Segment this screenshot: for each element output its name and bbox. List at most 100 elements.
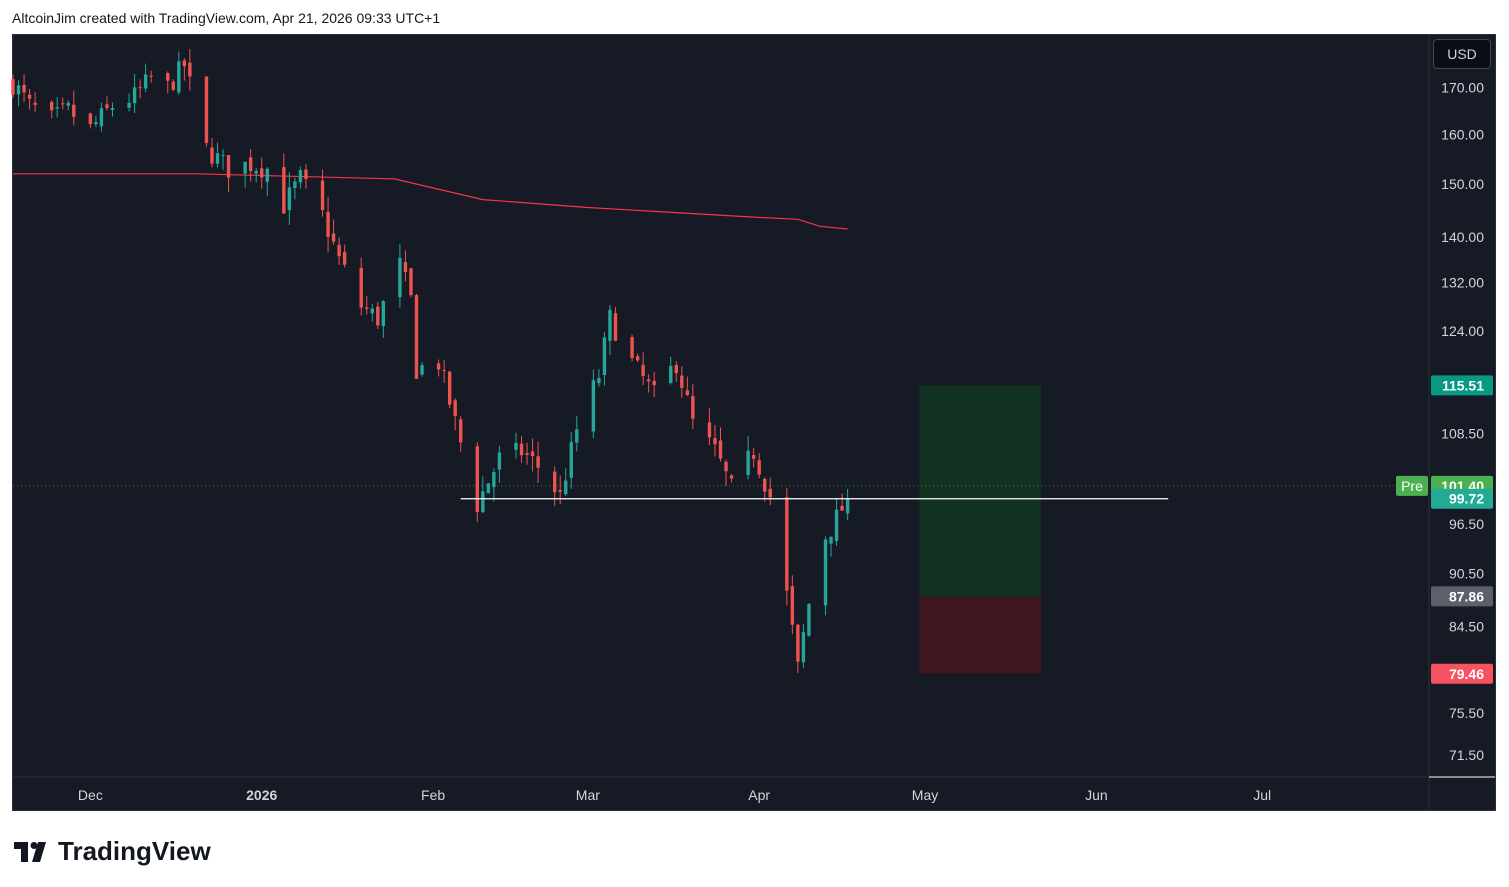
candle-body xyxy=(442,370,446,372)
candle-down xyxy=(763,477,767,502)
chart-panel[interactable] xyxy=(12,34,1496,811)
candle-body xyxy=(459,419,463,443)
candle-body xyxy=(359,267,363,308)
candle-down xyxy=(447,370,452,409)
candle-up xyxy=(746,436,750,480)
moving-average xyxy=(13,173,848,230)
candle-up xyxy=(243,161,247,188)
candle-up xyxy=(575,415,579,452)
pre-tag-text: Pre xyxy=(1401,478,1423,494)
candle-down xyxy=(27,88,32,110)
candle-up xyxy=(398,243,402,308)
chart-attribution: AltcoinJim created with TradingView.com,… xyxy=(12,10,441,26)
axes: 170.00 160.00 150.00 140.00 132.00 124.00 108.… xyxy=(13,35,1495,810)
candle-body xyxy=(785,497,789,591)
candle-up xyxy=(608,305,612,356)
candle-body xyxy=(248,157,253,172)
tradingview-logo[interactable]: TradingView xyxy=(14,836,211,867)
candle-body xyxy=(403,262,408,273)
stop-price-label: 79.46 xyxy=(1431,663,1493,684)
candle-down xyxy=(188,49,192,91)
moving-average-line xyxy=(13,173,848,230)
candle-body xyxy=(796,624,800,662)
candle-down xyxy=(707,408,712,446)
candle-body xyxy=(166,73,170,81)
candle-down xyxy=(635,353,640,363)
price-label-text: 79.46 xyxy=(1449,666,1484,682)
candle-body xyxy=(845,498,850,514)
candle-body xyxy=(22,84,26,93)
candle-body xyxy=(790,586,795,625)
candle-body xyxy=(177,61,181,93)
candle-body xyxy=(72,104,76,117)
candle-body xyxy=(254,170,258,174)
candle-down xyxy=(226,155,231,192)
candle-down xyxy=(691,383,695,429)
candle-up xyxy=(420,361,424,377)
candle-up xyxy=(215,142,220,168)
candle-body xyxy=(260,168,264,178)
target-zone xyxy=(919,385,1042,597)
candle-body xyxy=(525,453,529,455)
candle-up xyxy=(591,369,596,439)
currency-button[interactable]: USD xyxy=(1433,39,1491,69)
candle-body xyxy=(630,337,634,359)
candle-body xyxy=(707,422,712,438)
y-tick-label: 124.00 xyxy=(1441,323,1484,339)
candle-body xyxy=(221,154,225,156)
candle-body xyxy=(685,390,690,396)
candle-body xyxy=(398,257,402,298)
candle-up xyxy=(564,468,568,496)
candle-down xyxy=(525,442,529,465)
candle-body xyxy=(608,309,612,341)
candle-body xyxy=(265,168,269,182)
candle-body xyxy=(718,440,723,459)
candle-down xyxy=(326,196,330,253)
candle-body xyxy=(475,446,479,512)
y-tick-label: 90.50 xyxy=(1449,566,1484,582)
candle-down xyxy=(729,474,734,483)
y-tick-label: 160.00 xyxy=(1441,126,1484,142)
x-tick-label: Dec xyxy=(78,787,103,803)
candle-body xyxy=(370,308,374,314)
candle-down xyxy=(751,447,756,468)
y-tick-label: 170.00 xyxy=(1441,80,1484,96)
price-label-bg xyxy=(1431,586,1493,607)
candle-down xyxy=(685,376,690,396)
candle-body xyxy=(55,107,59,109)
candle-body xyxy=(641,364,645,376)
candle-down xyxy=(149,70,153,83)
candle-up xyxy=(298,166,303,189)
candle-down xyxy=(331,219,336,245)
candle-body xyxy=(132,87,137,104)
candle-body xyxy=(27,94,32,99)
candle-up xyxy=(16,80,21,107)
y-tick-label: 140.00 xyxy=(1441,229,1484,245)
candle-body xyxy=(680,375,684,388)
candle-up xyxy=(287,172,292,225)
price-label-text: 115.51 xyxy=(1442,377,1484,393)
candle-down xyxy=(304,164,308,189)
candle-up xyxy=(127,93,131,112)
candle-body xyxy=(669,365,673,383)
candle-body xyxy=(320,180,325,211)
x-tick-label: Mar xyxy=(576,787,600,803)
x-tick-label: Feb xyxy=(421,787,445,803)
candle-body xyxy=(834,509,839,541)
candle-down xyxy=(105,96,109,111)
candle-body xyxy=(88,113,93,125)
candle-down xyxy=(785,487,789,606)
candle-down xyxy=(674,361,678,383)
candle-down xyxy=(22,74,26,103)
candle-down xyxy=(646,374,651,393)
candle-up xyxy=(265,167,269,197)
y-tick-label: 75.50 xyxy=(1449,705,1484,721)
candle-down xyxy=(248,148,253,182)
candle-body xyxy=(99,108,104,127)
candle-body xyxy=(381,301,386,326)
last-price-label: 99.72 xyxy=(1431,488,1493,509)
candle-down xyxy=(11,74,15,98)
candle-up xyxy=(293,177,297,200)
candle-down xyxy=(436,359,441,377)
